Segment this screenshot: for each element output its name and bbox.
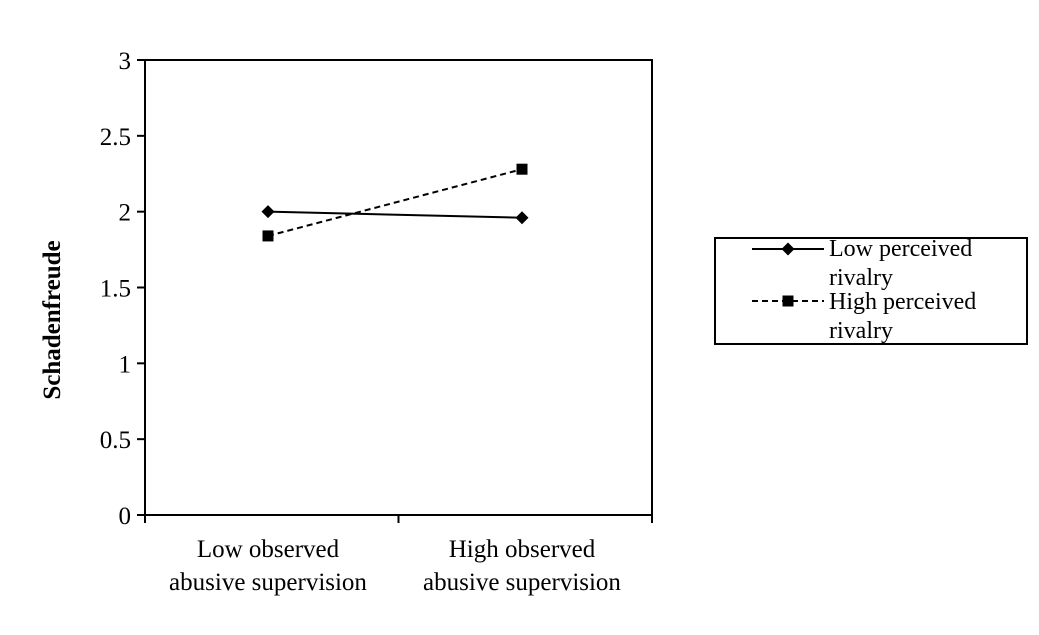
y-tick-label: 3 bbox=[119, 48, 132, 75]
data-point bbox=[262, 230, 274, 242]
x-tick-label: abusive supervision bbox=[169, 569, 367, 596]
legend-label: rivalry bbox=[829, 318, 893, 344]
series-layer bbox=[261, 163, 529, 242]
data-point bbox=[516, 163, 528, 175]
x-tick-label: Low observed bbox=[197, 536, 340, 563]
y-tick-label: 2.5 bbox=[100, 124, 131, 151]
plot-frame bbox=[144, 59, 653, 516]
data-point bbox=[261, 205, 275, 219]
y-axis: 0 0.5 1 1.5 2 2.5 3 bbox=[100, 48, 145, 530]
series-line bbox=[267, 210, 523, 219]
plot-area-border bbox=[144, 59, 653, 516]
y-tick-label: 0 bbox=[119, 503, 132, 530]
y-tick-label: 0.5 bbox=[100, 427, 131, 454]
y-axis-label: Schadenfreude bbox=[39, 240, 66, 399]
y-tick-label: 2 bbox=[119, 200, 132, 227]
x-tick-label: High observed bbox=[449, 536, 596, 563]
x-axis: Low observed abusive supervision High obse… bbox=[144, 515, 653, 596]
legend-box bbox=[714, 237, 1028, 345]
y-tick-label: 1 bbox=[119, 351, 132, 378]
series-low-rivalry bbox=[261, 205, 529, 225]
legend-label: Low perceived bbox=[829, 236, 972, 262]
legend-label: High perceived bbox=[829, 289, 976, 315]
data-point bbox=[515, 211, 529, 225]
legend-marker bbox=[782, 295, 794, 307]
x-tick-label: abusive supervision bbox=[423, 569, 621, 596]
series-high-rivalry bbox=[262, 163, 528, 242]
y-tick-label: 1.5 bbox=[100, 276, 131, 303]
series-line bbox=[267, 168, 523, 237]
legend-label: rivalry bbox=[829, 265, 893, 291]
legend-marker bbox=[781, 242, 795, 256]
